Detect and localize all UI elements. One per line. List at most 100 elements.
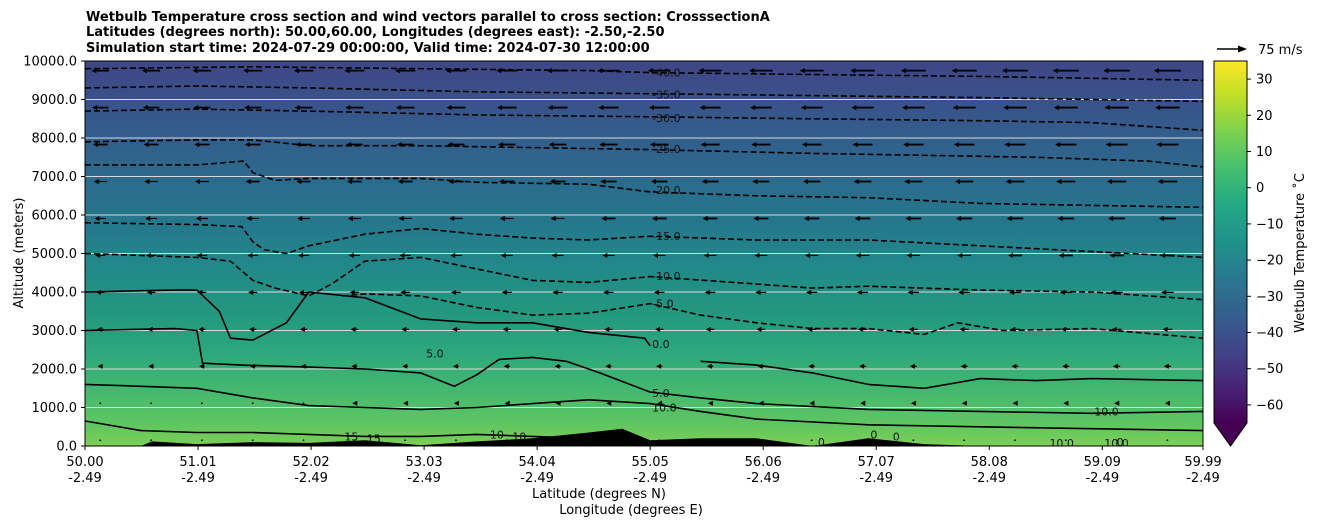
wind-vector-head (749, 68, 755, 74)
contour-label: 10.0 (1094, 405, 1119, 418)
wind-vector-head (750, 104, 756, 111)
wind-vector (751, 141, 771, 148)
contour-labels: -40.0 -35.0 -30.0 -25.0 -20.0 -15.0 -10.0 -5.0 0… (344, 67, 1128, 449)
wind-vector (852, 141, 873, 148)
wind-vector (251, 402, 254, 405)
contour-line (85, 139, 1203, 168)
wind-vector (1157, 178, 1178, 185)
wind-vector (302, 439, 305, 442)
colorbar: 30 20 10 0 −10 −20 −30 −40 −50 −60 Wetbulb Temper… (1213, 60, 1308, 447)
wind-vector (956, 215, 973, 222)
wind-vector-head (1106, 178, 1112, 185)
wind-vector (606, 400, 612, 406)
wind-vector-head (397, 178, 403, 185)
wind-vector-head (859, 363, 865, 369)
wind-vector-head (94, 215, 100, 222)
wind-vector-head (1002, 68, 1008, 74)
wind-vector (1004, 141, 1026, 148)
wind-vector (1056, 178, 1076, 185)
wind-vector (249, 326, 257, 332)
wind-vector (194, 141, 210, 148)
wind-vector-head (293, 68, 299, 74)
wind-vector (200, 402, 203, 405)
wind-vector (951, 68, 977, 74)
wind-vector-head (198, 326, 204, 332)
wind-vector (347, 178, 362, 185)
wind-vector-head (961, 400, 967, 406)
wind-vector (395, 104, 415, 111)
wind-vector-head (954, 178, 960, 185)
wind-vector (853, 178, 872, 185)
wind-vector-head (1062, 363, 1068, 369)
wind-vector (247, 252, 259, 259)
wind-vector-head (395, 104, 401, 111)
wind-vector-head (97, 363, 103, 369)
wind-vector (401, 326, 410, 332)
wind-vector (952, 104, 976, 111)
wind-vector (399, 252, 411, 259)
wind-vector-head (352, 400, 358, 406)
wind-vector (1111, 326, 1122, 332)
wind-vector (453, 400, 459, 406)
wind-vector (656, 363, 663, 369)
contour-label: 0 (1117, 436, 1124, 449)
wind-vector (602, 252, 615, 259)
wind-vector (707, 400, 713, 406)
x-tick-label-lon: -2.49 (746, 471, 780, 486)
wind-vector (651, 215, 667, 222)
wind-vector-head (1165, 400, 1171, 406)
wind-vector-head (347, 178, 353, 185)
wind-vector (497, 104, 517, 111)
x-axis-label-lon: Longitude (degrees E) (559, 503, 703, 518)
wind-vector (1014, 439, 1016, 442)
wind-vector-head (756, 326, 762, 332)
colorbar-tick-label: 0 (1256, 181, 1264, 196)
wind-vector (912, 439, 915, 442)
wind-vector (958, 289, 970, 295)
wind-vector-head (603, 289, 609, 295)
contour-label: 0 (893, 430, 900, 443)
wind-vector-head (144, 178, 150, 185)
y-tick-label: 4000.0 (32, 286, 78, 301)
contour-label: 15 (367, 432, 381, 445)
wind-vector-head (447, 141, 453, 148)
wind-vector (700, 141, 720, 148)
wind-vector (148, 363, 154, 369)
x-tick-label-lon: -2.49 (520, 471, 554, 486)
wind-vector (451, 289, 461, 295)
x-tick-label-lat: 57.07 (858, 455, 895, 470)
wind-vector (605, 363, 612, 369)
x-tick-label-lon: -2.49 (1186, 471, 1220, 486)
wind-vector-head (142, 104, 148, 111)
wind-vector-head (349, 289, 355, 295)
wind-vector-head (1157, 178, 1163, 185)
wind-vector (447, 141, 465, 148)
wind-vector-head (900, 68, 906, 74)
wind-vector (1105, 141, 1128, 148)
wind-vector-head (850, 68, 856, 74)
colorbar-tick-label: −30 (1256, 290, 1283, 305)
wind-vector (754, 252, 768, 259)
wind-vector-head (752, 178, 758, 185)
wind-vector (552, 289, 563, 295)
contour-line (700, 360, 1203, 390)
wind-vector-head (959, 326, 965, 332)
wind-vector-head (195, 215, 201, 222)
wind-vector-head (957, 252, 963, 259)
contour-label: 10.0 (652, 402, 677, 415)
terrain (85, 428, 1203, 446)
title-line-1: Wetbulb Temperature cross section and wi… (86, 10, 770, 25)
wind-vector (299, 326, 308, 332)
wind-vector (450, 252, 462, 259)
y-axis: 0.0 1000.0 2000.0 3000.0 4000.0 5000.0 6000.0 7… (23, 55, 85, 455)
wind-vector (911, 400, 917, 406)
wind-vector (141, 68, 161, 74)
wind-vector (705, 326, 715, 332)
wind-vector (403, 400, 409, 406)
wind-vector (196, 252, 208, 259)
wind-vector-head (93, 178, 99, 185)
wind-vector-head (907, 289, 913, 295)
wind-vector-head (401, 326, 407, 332)
colorbar-label: Wetbulb Temperature ˚C (1292, 173, 1308, 333)
wind-vector (296, 178, 311, 185)
